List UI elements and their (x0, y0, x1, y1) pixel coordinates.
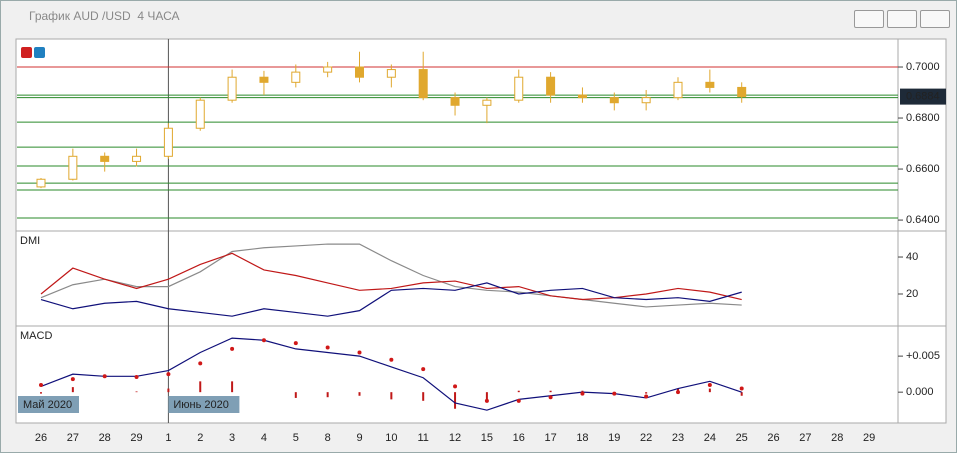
x-tick-label: 22 (640, 432, 652, 444)
series-line (40, 252, 742, 301)
y-tick-label: +0.005 (906, 350, 940, 362)
signal-dot (739, 386, 744, 391)
panel-title: MACD (20, 330, 52, 342)
date-label: Июнь 2020 (173, 399, 229, 411)
window-title: График AUD /USD 4 ЧАСА (29, 9, 180, 23)
x-tick-label: 5 (293, 432, 299, 444)
candle-body (68, 155, 78, 180)
x-tick-label: 17 (544, 432, 556, 444)
candle-body (546, 76, 556, 96)
candle-body (609, 97, 619, 104)
signal-dot (230, 346, 235, 351)
x-tick-label: 23 (672, 432, 684, 444)
date-tag (18, 396, 79, 413)
y-tick-label: 0.6400 (906, 214, 940, 226)
x-tick-label: 26 (767, 432, 779, 444)
candle-body (577, 94, 587, 99)
series-line (40, 337, 742, 411)
candle-body (641, 97, 651, 104)
y-tick-label: 40 (906, 251, 918, 263)
signal-dot (676, 390, 680, 395)
x-tick-label: 15 (481, 432, 493, 444)
x-tick-label: 29 (863, 432, 875, 444)
candle-body (36, 178, 46, 188)
y-tick-label: 20 (906, 288, 918, 300)
candle-body (737, 86, 747, 98)
restore-button[interactable] (887, 10, 917, 28)
y-tick-label: 0.6800 (906, 112, 940, 124)
panel-title: DMI (20, 235, 40, 247)
close-button[interactable] (920, 10, 950, 28)
y-tick-label: 0.6600 (906, 163, 940, 175)
signal-dot (39, 382, 43, 387)
candle-body (514, 76, 524, 101)
candle-body (673, 81, 683, 99)
signal-dot (644, 394, 649, 399)
y-tick-label: 0.000 (906, 386, 934, 398)
signal-dot (548, 395, 553, 400)
candle-body (418, 69, 428, 99)
signal-dot (421, 367, 426, 372)
candle-body (386, 69, 396, 78)
signal-dot (484, 398, 489, 403)
candle-body (259, 76, 269, 83)
signal-dot (453, 384, 458, 389)
y-tick-label: 0.7000 (906, 61, 940, 73)
series-line (40, 282, 742, 317)
signal-dot (389, 357, 394, 362)
signal-dot (166, 372, 171, 377)
price-box (900, 88, 946, 105)
x-tick-label: 29 (130, 432, 142, 444)
x-tick-label: 26 (35, 432, 47, 444)
x-tick-label: 9 (356, 432, 362, 444)
candle-body (132, 155, 142, 162)
x-tick-label: 2 (197, 432, 203, 444)
x-tick-label: 27 (67, 432, 79, 444)
signal-dot (70, 377, 75, 382)
x-tick-label: 18 (576, 432, 588, 444)
signal-dot (580, 391, 585, 396)
signal-dot (516, 398, 521, 403)
series-line (40, 243, 742, 308)
x-tick-label: 4 (261, 432, 267, 444)
x-tick-label: 11 (417, 432, 428, 444)
signal-dot (357, 350, 362, 355)
minimize-button[interactable] (854, 10, 884, 28)
candle-body (355, 66, 364, 78)
x-tick-label: 16 (513, 432, 525, 444)
candle-body (100, 155, 110, 162)
x-tick-label: 1 (165, 432, 171, 444)
x-tick-label: 24 (704, 432, 716, 444)
signal-dot (325, 345, 330, 350)
x-tick-label: 19 (608, 432, 620, 444)
signal-dot (707, 382, 712, 387)
date-label: Май 2020 (23, 399, 72, 411)
candle-body (482, 99, 492, 106)
x-tick-label: 25 (736, 432, 748, 444)
signal-dot (612, 391, 617, 396)
signal-dot (134, 375, 139, 380)
x-tick-label: 27 (799, 432, 811, 444)
x-tick-label: 10 (385, 432, 397, 444)
x-tick-label: 28 (99, 432, 111, 444)
candle-body (195, 99, 205, 129)
candle-body (323, 66, 333, 73)
x-tick-label: 28 (831, 432, 843, 444)
signal-dot (102, 374, 107, 379)
signal-dot (198, 361, 203, 366)
x-tick-label: 3 (229, 432, 235, 444)
candle-body (291, 71, 301, 83)
signal-dot (293, 341, 298, 346)
signal-dot (261, 338, 266, 343)
candle-body (227, 76, 237, 101)
x-tick-label: 12 (449, 432, 461, 444)
candle-body (163, 127, 173, 157)
candle-body (450, 97, 460, 106)
date-tag (168, 396, 240, 413)
candle-body (705, 81, 715, 88)
last-price: 0.6884 (906, 91, 940, 103)
x-tick-label: 8 (325, 432, 331, 444)
